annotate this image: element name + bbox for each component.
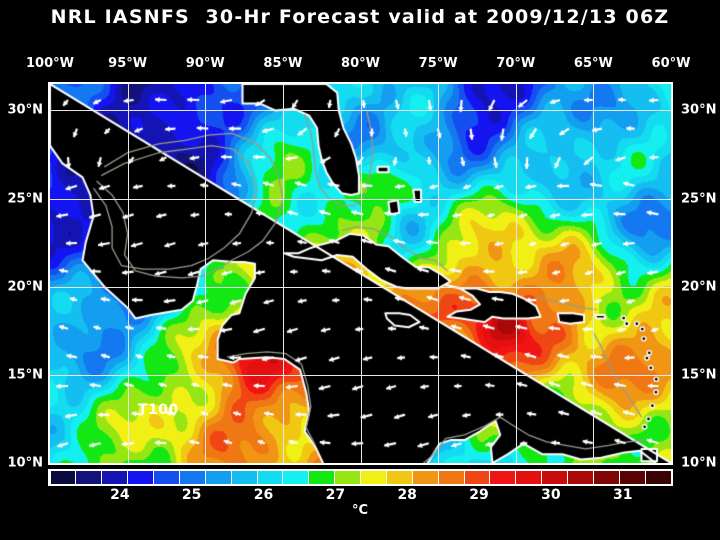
lat-tick-1: 25°N [681, 191, 717, 207]
colorbar-swatch-23 [645, 471, 671, 484]
colorbar-swatch-12 [361, 471, 386, 484]
latitude-axis-left: 30°N 25°N 20°N 15°N 10°N [2, 82, 46, 471]
colorbar-tick-29: 29 [469, 487, 489, 503]
colorbar-swatch-7 [231, 471, 257, 484]
colorbar-swatch-4 [154, 471, 179, 484]
colorbar-tick-27: 27 [325, 487, 346, 503]
colorbar-tick-24: 24 [110, 487, 130, 503]
colorbar-swatch-17 [490, 471, 516, 484]
colorbar-swatch-9 [283, 471, 309, 484]
colorbar-swatch-5 [179, 471, 205, 484]
colorbar-swatch-13 [386, 471, 412, 484]
lon-tick-3: 85°W [263, 56, 303, 71]
latitude-axis-right: 30°N 25°N 20°N 15°N 10°N [678, 82, 720, 471]
colorbar-swatch-10 [309, 471, 335, 484]
sst-field-canvas [50, 84, 671, 463]
colorbar-swatch-3 [128, 471, 153, 484]
t100-annotation: T100 [138, 402, 179, 419]
lat-tick-0: 30°N [7, 102, 43, 118]
lat-tick-4: 10°N [681, 455, 717, 471]
colorbar-swatch-0 [50, 471, 76, 484]
lon-tick-7: 65°W [573, 56, 613, 71]
colorbar-tick-26: 26 [253, 487, 274, 503]
colorbar-swatch-19 [542, 471, 567, 484]
longitude-axis-top: 100°W 95°W 90°W 85°W 80°W 75°W 70°W 65°W 60°W [26, 56, 690, 74]
colorbar-swatch-11 [335, 471, 360, 484]
colorbar-swatch-8 [257, 471, 283, 484]
lat-tick-0: 30°N [681, 102, 717, 118]
lat-tick-1: 25°N [7, 191, 43, 207]
colorbar-swatch-22 [619, 471, 645, 484]
lat-tick-2: 20°N [7, 279, 43, 295]
colorbar-container: 24 25 26 27 28 29 30 31 [48, 469, 673, 505]
page-title: NRL IASNFS 30-Hr Forecast valid at 2009/… [50, 6, 670, 28]
lon-tick-6: 70°W [496, 56, 536, 71]
lon-tick-2: 90°W [185, 56, 225, 71]
colorbar-swatch-16 [464, 471, 490, 484]
lon-tick-1: 95°W [108, 56, 148, 71]
colorbar-tick-30: 30 [541, 487, 561, 503]
colorbar-tick-labels: 24 25 26 27 28 29 30 31 [48, 487, 673, 505]
lat-tick-4: 10°N [7, 455, 43, 471]
colorbar-swatch-2 [102, 471, 128, 484]
colorbar-swatch-6 [205, 471, 231, 484]
colorbar-swatch-1 [76, 471, 102, 484]
lat-tick-2: 20°N [681, 279, 717, 295]
colorbar-swatch-14 [412, 471, 438, 484]
colorbar-units-label: °C [351, 503, 369, 518]
lat-tick-3: 15°N [7, 367, 43, 383]
lat-tick-3: 15°N [681, 367, 717, 383]
lon-tick-4: 80°W [341, 56, 380, 71]
colorbar-swatch-20 [568, 471, 593, 484]
lon-tick-0: 100°W [26, 56, 74, 71]
forecast-map-panel[interactable]: T100 [48, 82, 673, 465]
temperature-colorbar[interactable] [48, 469, 673, 486]
lon-tick-8: 60°W [651, 56, 691, 71]
colorbar-tick-28: 28 [397, 487, 417, 503]
colorbar-tick-31: 31 [612, 487, 633, 503]
colorbar-swatch-21 [593, 471, 619, 484]
colorbar-swatch-18 [516, 471, 542, 484]
lon-tick-5: 75°W [418, 56, 458, 71]
colorbar-swatch-15 [438, 471, 464, 484]
colorbar-tick-25: 25 [181, 487, 202, 503]
